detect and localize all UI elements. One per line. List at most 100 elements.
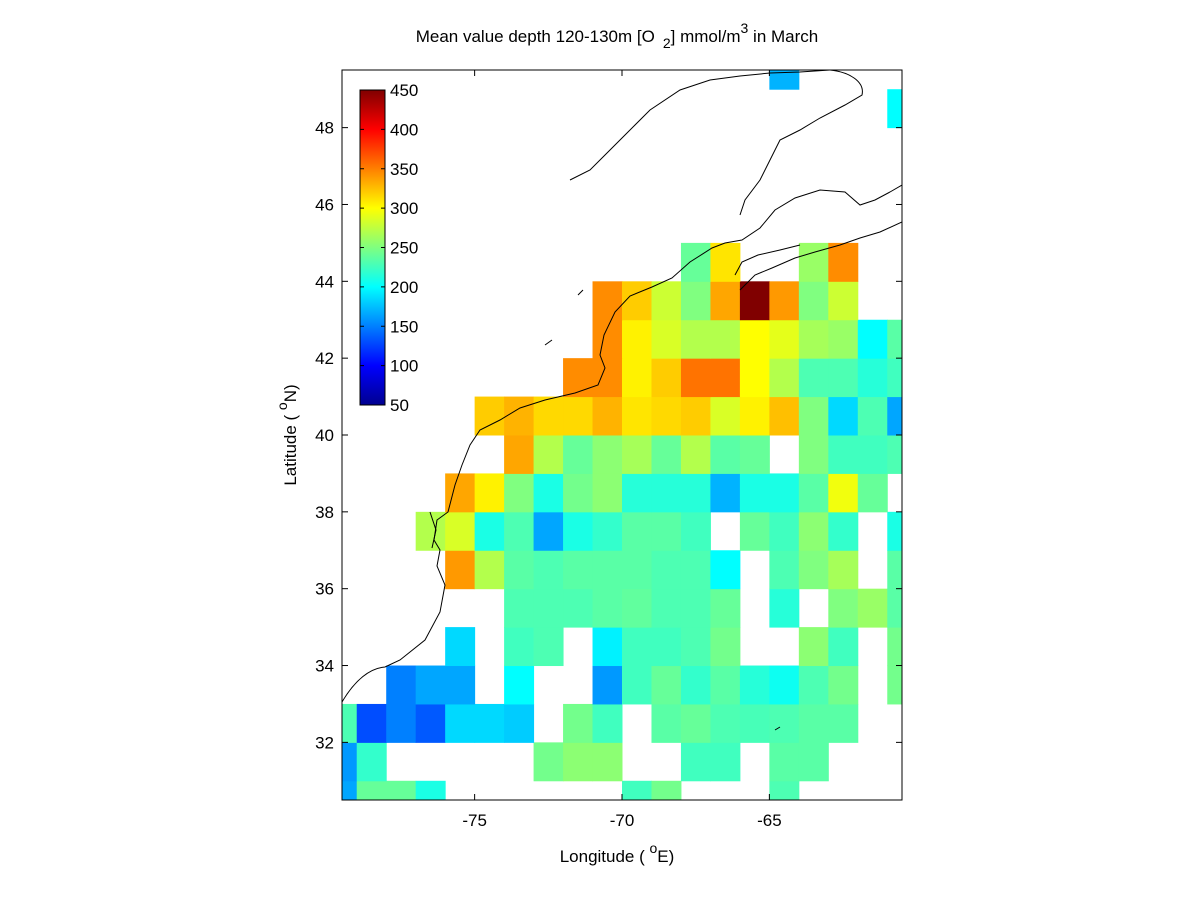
cell [504, 703, 535, 743]
cell [504, 435, 535, 474]
cell [533, 435, 564, 474]
cell [680, 281, 711, 321]
cell [828, 396, 859, 436]
cell [415, 665, 446, 705]
cell [828, 511, 859, 551]
cell [533, 588, 564, 628]
cell [592, 396, 623, 436]
cell [651, 473, 682, 513]
cell [415, 780, 446, 800]
y-tick-label: 36 [315, 580, 334, 599]
cell [887, 435, 902, 474]
cell [798, 550, 829, 590]
cell [887, 89, 902, 129]
cell [651, 511, 682, 551]
cell [680, 396, 711, 436]
cell [474, 473, 505, 513]
x-tick-label: -75 [462, 811, 487, 830]
cell [798, 319, 829, 359]
cell [798, 511, 829, 551]
cell [592, 665, 623, 705]
cell [592, 319, 623, 359]
cell [415, 703, 446, 743]
cell [680, 242, 711, 282]
cell [386, 780, 417, 800]
cell [356, 742, 387, 782]
x-axis-label: Longitude ( oE) [560, 840, 675, 866]
cell [710, 742, 741, 782]
cell [710, 242, 741, 282]
cell [710, 703, 741, 743]
cell [504, 627, 535, 667]
y-tick-label: 46 [315, 195, 334, 214]
cell [356, 780, 387, 800]
label-text: Latitude ( [281, 410, 300, 486]
cell [710, 665, 741, 705]
title-sup: 3 [741, 20, 749, 36]
cell [680, 511, 711, 551]
cell [533, 742, 564, 782]
colorbar-axis: 50 100 150 200 250 300 350 400 450 [360, 81, 418, 415]
cell [563, 742, 594, 782]
cell [680, 435, 711, 474]
cell [828, 319, 859, 359]
cell [474, 703, 505, 743]
y-tick-label: 32 [315, 733, 334, 752]
cell [386, 703, 417, 743]
colorbar-tick-label: 150 [390, 317, 418, 336]
cell [622, 511, 652, 551]
cell [651, 627, 682, 667]
colorbar [359, 89, 386, 406]
cell [622, 550, 652, 590]
cell [651, 588, 682, 628]
cell [592, 703, 623, 743]
cell [798, 396, 829, 436]
title-text: in March [748, 27, 818, 46]
cell [710, 358, 741, 398]
cell [798, 358, 829, 398]
cell [798, 281, 829, 321]
cell [710, 281, 741, 321]
cell [651, 319, 682, 359]
cell [592, 588, 623, 628]
y-tick-label: 44 [315, 272, 334, 291]
cell [828, 242, 859, 282]
cell [533, 627, 564, 667]
cell [798, 703, 829, 743]
cell [474, 511, 505, 551]
cell [739, 435, 770, 474]
cell [828, 588, 859, 628]
cell [798, 473, 829, 513]
cell [504, 665, 535, 705]
cell [386, 665, 417, 705]
y-axis-label: Latitude ( oN) [274, 384, 300, 485]
cell [651, 703, 682, 743]
cell [887, 358, 902, 398]
cell [769, 281, 800, 321]
cell [828, 627, 859, 667]
cell [592, 550, 623, 590]
cell [857, 358, 888, 398]
cell [622, 780, 652, 800]
cell [356, 703, 387, 743]
cell [622, 473, 652, 513]
cell [857, 588, 888, 628]
cell [680, 703, 711, 743]
colorbar-tick-label: 50 [390, 396, 409, 415]
cell [415, 511, 446, 551]
y-tick-label: 38 [315, 503, 334, 522]
cell [680, 588, 711, 628]
cell [739, 358, 770, 398]
cell [769, 319, 800, 359]
cell [739, 665, 770, 705]
cell [710, 473, 741, 513]
cell [504, 550, 535, 590]
cell [710, 627, 741, 667]
cell [828, 703, 859, 743]
cell [504, 588, 535, 628]
colorbar-tick-label: 350 [390, 160, 418, 179]
cell [887, 665, 902, 705]
cell [828, 473, 859, 513]
cell [769, 665, 800, 705]
cell [798, 627, 829, 667]
